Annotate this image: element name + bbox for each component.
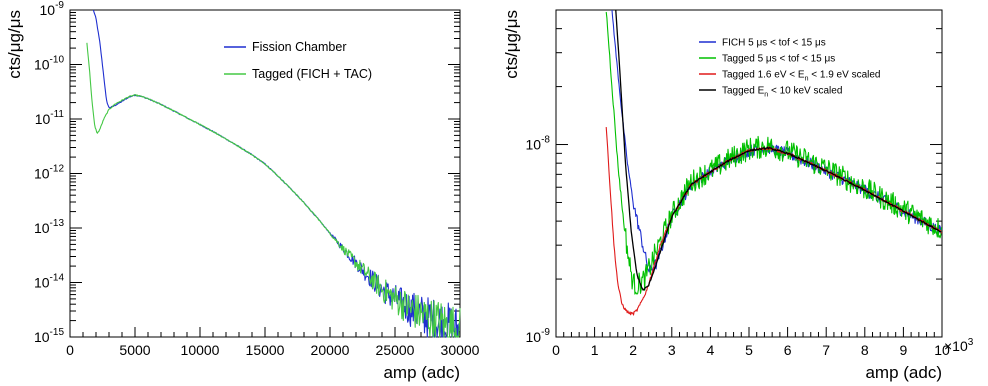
right-x-tick-label: 4 [707,342,715,358]
left-x-axis: 0 5000 10000 15000 20000 25000 30000 [66,327,480,358]
right-x-axis-label: amp (adc) [865,363,942,382]
right-x-multiplier: ×103 [944,337,974,354]
left-x-tick-label: 20000 [311,342,350,358]
right-x-axis: 0 1 2 3 4 5 6 7 8 9 10 [552,327,950,358]
right-legend-label: FICH 5 μs < tof < 15 μs [722,38,826,49]
right-y-axis: 10-8 10-9 [526,28,942,345]
left-y-axis: 10-9 10-10 10-11 10-12 10-13 10-14 10-15 [34,0,460,345]
series-line-tagged-fich-tac [86,42,461,338]
right-y-tick-label: 10-9 [526,327,551,345]
right-x-tick-label: 5 [745,342,753,358]
right-legend-label: Tagged En < 10 keV scaled [722,86,842,99]
left-x-axis-label: amp (adc) [383,363,460,382]
left-y-tick-label: 10-14 [34,273,64,291]
right-x-tick-label: 0 [552,342,560,358]
right-x-tick-label: 1 [591,342,599,358]
right-x-tick-label: 2 [629,342,637,358]
left-x-tick-label: 15000 [246,342,285,358]
series-line-fich-window [611,9,943,273]
right-x-tick-label: 8 [861,342,869,358]
left-x-tick-label: 30000 [441,342,480,358]
left-x-tick-label: 5000 [119,342,150,358]
left-y-tick-label: 10-11 [35,109,65,127]
left-y-tick-label: 10-12 [34,164,64,182]
left-legend: Fission Chamber Tagged (FICH + TAC) [224,40,372,81]
left-x-tick-label: 0 [66,342,74,358]
series-line-fission-chamber [92,9,461,338]
right-x-tick-label: 3 [668,342,676,358]
legend-label-tagged-fich-tac: Tagged (FICH + TAC) [252,67,372,81]
right-legend-label: Tagged 1.6 eV < En < 1.9 eV scaled [722,70,880,83]
right-series [605,9,943,316]
right-x-tick-label: 6 [784,342,792,358]
left-chart: 10-9 10-10 10-11 10-12 10-13 10-14 10-15 0 5000… [5,0,480,382]
series-line-tagged-en-1p6-1p9 [605,127,943,316]
right-y-axis-label: cts/μg/μs [502,10,521,79]
left-y-tick-label: 10-13 [34,218,64,236]
left-y-tick-label: 10-15 [34,327,64,345]
right-x-tick-label: 7 [822,342,830,358]
right-legend-label: Tagged 5 μs < tof < 15 μs [722,54,835,65]
left-x-tick-label: 10000 [181,342,220,358]
left-y-tick-label: 10-9 [40,0,65,18]
left-x-tick-label: 25000 [376,342,415,358]
right-y-tick-label: 10-8 [526,135,551,153]
left-y-axis-label: cts/μg/μs [5,10,24,79]
series-line-tagged-en-10kev [615,10,942,291]
left-y-tick-label: 10-10 [34,55,64,73]
legend-label-fission-chamber: Fission Chamber [252,40,346,54]
right-x-tick-label: 9 [900,342,908,358]
left-series [86,9,461,338]
right-legend: FICH 5 μs < tof < 15 μs Tagged 5 μs < tof… [699,38,880,99]
right-chart: 10-8 10-9 0 1 2 3 4 5 6 7 8 9 10 cts/μg/μs amp (adc… [502,9,974,382]
right-x-tick-label: 10 [934,342,950,358]
